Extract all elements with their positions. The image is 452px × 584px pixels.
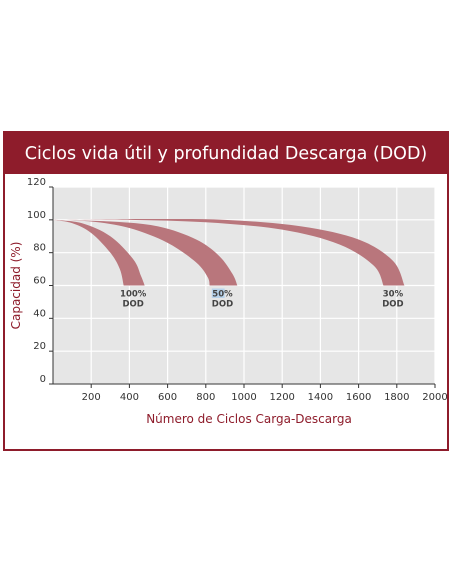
series-label-line: 30% [383,290,404,300]
x-tick-label: 800 [196,392,215,403]
x-tick-label: 400 [120,392,139,403]
x-tick-label: 1600 [346,392,371,403]
series-label-line: 50% [212,290,233,300]
series-label-2: 50%DOD [211,288,233,310]
y-tick-label: 120 [27,177,46,188]
x-tick-label: 1400 [308,392,333,403]
x-tick-label: 600 [158,392,177,403]
series-band-3 [53,218,405,286]
y-tick-label: 60 [33,276,46,287]
x-tick-label: 1200 [269,392,294,403]
series-label-line: DOD [123,300,144,310]
y-tick-label: 0 [40,374,46,385]
label-highlight [211,288,225,298]
series-label-line: 100% [120,290,147,300]
series-label-line: DOD [382,300,403,310]
chart-svg: 200 400 600 800 1000 1200 1400 1600 1800 2000 0 20 4… [9,177,447,426]
y-tick-label: 40 [33,308,46,319]
chart-title: Ciclos vida útil y profundidad Descarga … [5,133,447,174]
series-bands [53,218,405,286]
y-tick-label: 100 [27,210,46,221]
x-tick-label: 200 [82,392,101,403]
series-label-3: 30%DOD [382,290,403,310]
y-axis-label: Capacidad (%) [9,242,23,330]
series-band-2 [53,219,238,286]
series-label-line: DOD [212,300,233,310]
x-tick-label: 1000 [231,392,256,403]
x-tick-label: 2000 [422,392,447,403]
chart-frame: Ciclos vida útil y profundidad Descarga … [3,131,449,451]
y-tick-label: 20 [33,341,46,352]
y-tick-label: 80 [33,243,46,254]
axes: 200 400 600 800 1000 1200 1400 1600 1800 2000 0 20 4… [27,177,447,403]
x-axis-label: Número de Ciclos Carga-Descarga [146,412,352,426]
x-tick-label: 1800 [384,392,409,403]
series-label-1: 100%DOD [120,290,147,310]
series-band-1 [53,219,145,286]
